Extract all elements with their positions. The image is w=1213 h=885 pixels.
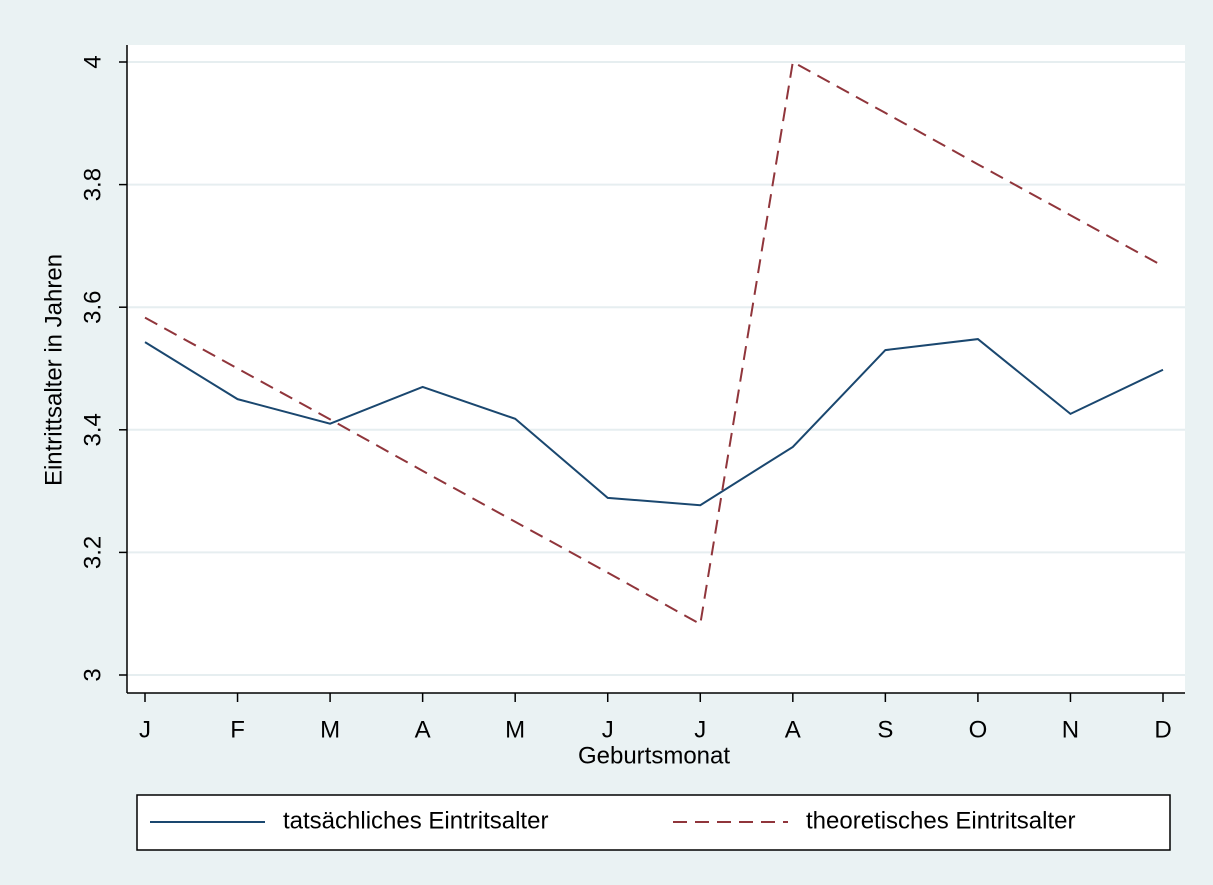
x-axis-title: Geburtsmonat <box>578 742 730 769</box>
x-tick-label: D <box>1154 716 1171 743</box>
x-tick-label: F <box>230 716 245 743</box>
legend-label: theoretisches Eintritsalter <box>806 807 1075 834</box>
y-axis-title: Eintrittsalter in Jahren <box>40 254 67 486</box>
y-tick-label: 3.8 <box>79 168 106 201</box>
x-tick-label: S <box>877 716 893 743</box>
plot-area <box>127 45 1185 693</box>
data-line <box>144 338 1164 507</box>
y-tick-label: 4 <box>79 55 106 68</box>
y-tick-label: 3.6 <box>79 291 106 324</box>
x-tick-label: J <box>602 716 614 743</box>
x-tick-label: O <box>969 716 988 743</box>
x-tick-label: M <box>320 716 340 743</box>
x-tick-label: J <box>139 716 151 743</box>
y-tick-label: 3.2 <box>79 536 106 569</box>
y-tick-label: 3 <box>79 668 106 681</box>
legend <box>136 794 1171 851</box>
x-tick-label: N <box>1062 716 1079 743</box>
legend-label: tatsächliches Eintritsalter <box>283 807 548 834</box>
x-tick-label: M <box>505 716 525 743</box>
x-tick-label: A <box>785 716 801 743</box>
y-tick-label: 3.4 <box>79 413 106 446</box>
x-tick-label: J <box>694 716 706 743</box>
data-line <box>144 60 1164 626</box>
x-tick-label: A <box>415 716 431 743</box>
